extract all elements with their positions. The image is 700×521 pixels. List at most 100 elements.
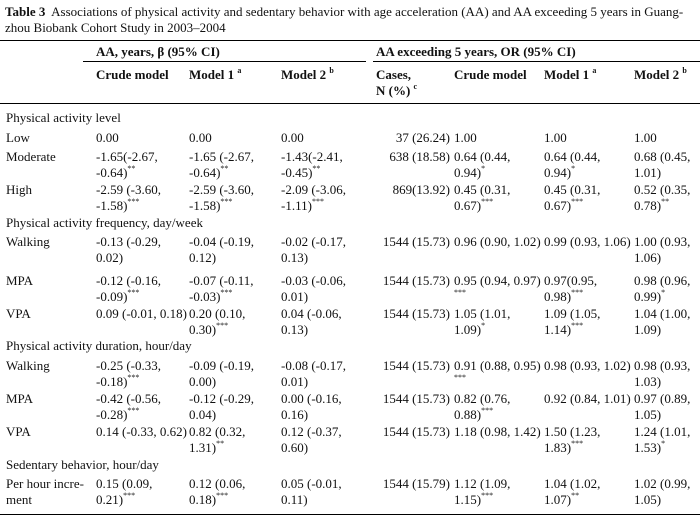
table-cell: 1.18 (0.98, 1.42)	[454, 424, 541, 439]
table-cell: 0.91 (0.88, 0.95) ***	[454, 358, 541, 382]
table-cell: -0.12 (-0.16, -0.09)***	[96, 273, 161, 304]
section-heading: Physical activity frequency, day/week	[6, 215, 203, 230]
table-cell: 0.92 (0.84, 1.01)	[544, 391, 631, 406]
table-cell: -0.07 (-0.11, -0.03)***	[189, 273, 254, 304]
table-cell: -0.08 (-0.17, 0.01)	[281, 358, 346, 389]
header-model1-or: Model 1 a	[544, 65, 597, 82]
table-cell: -0.25 (-0.33, -0.18)***	[96, 358, 161, 389]
section-heading: Physical activity duration, hour/day	[6, 338, 192, 353]
table-label: Table 3	[5, 4, 46, 19]
table-cell: 0.68 (0.45, 1.01)	[634, 149, 691, 180]
cases-cell: 1544 (15.79)	[382, 476, 450, 491]
table-cell: 0.64 (0.44, 0.94)*	[544, 149, 601, 180]
table-caption: Table 3 Associations of physical activit…	[5, 4, 695, 36]
table-cell: 1.24 (1.01, 1.53)*	[634, 424, 691, 455]
table-cell: -0.42 (-0.56, -0.28)***	[96, 391, 161, 422]
table-cell: -0.04 (-0.19, 0.12)	[189, 234, 254, 265]
table-cell: 0.99 (0.93, 1.06)	[544, 234, 631, 249]
cases-cell: 1544 (15.73)	[382, 391, 450, 406]
cases-cell: 1544 (15.73)	[382, 424, 450, 439]
table-cell: 1.04 (1.00, 1.09)	[634, 306, 691, 337]
table-cell: 0.15 (0.09, 0.21)***	[96, 476, 153, 507]
table-cell: 0.00 (-0.16, 0.16)	[281, 391, 342, 422]
table-cell: 0.05 (-0.01, 0.11)	[281, 476, 342, 507]
caption-text-line2: zhou Biobank Cohort Study in 2003–2004	[5, 20, 226, 35]
table-cell: 1.50 (1.23, 1.83)***	[544, 424, 601, 455]
table-cell: -2.59 (-3.60, -1.58)***	[96, 182, 161, 213]
table-cell: 0.96 (0.90, 1.02)	[454, 234, 541, 249]
table-cell: -2.09 (-3.06, -1.11)***	[281, 182, 346, 213]
table-cell: 0.12 (-0.37, 0.60)	[281, 424, 342, 455]
cases-cell: 1544 (15.73)	[382, 234, 450, 249]
table-cell: 0.12 (0.06, 0.18)***	[189, 476, 246, 507]
table-cell: -0.09 (-0.19, 0.00)	[189, 358, 254, 389]
top-rule	[0, 40, 700, 41]
cases-cell: 869(13.92)	[392, 182, 450, 197]
table-cell: -2.59 (-3.60, -1.58)***	[189, 182, 254, 213]
row-label: MPA	[6, 273, 33, 288]
table-cell: 0.00	[189, 130, 212, 145]
row-label: Per hour incre-ment	[6, 476, 84, 507]
cases-cell: 638 (18.58)	[389, 149, 450, 164]
table-cell: 1.00	[544, 130, 567, 145]
row-label: VPA	[6, 424, 31, 439]
bottom-rule	[0, 514, 700, 515]
table-cell: 0.04 (-0.06, 0.13)	[281, 306, 342, 337]
header-model2: Model 2 b	[281, 65, 334, 82]
table-cell: 1.00 (0.93, 1.06)	[634, 234, 691, 265]
row-label: MPA	[6, 391, 33, 406]
table-cell: 0.45 (0.31, 0.67)***	[454, 182, 511, 213]
row-label: Moderate	[6, 149, 56, 164]
table-cell: -0.12 (-0.29, 0.04)	[189, 391, 254, 422]
table-cell: 0.14 (-0.33, 0.62)	[96, 424, 187, 439]
table-cell: -1.43(-2.41, -0.45)**	[281, 149, 343, 180]
row-label: VPA	[6, 306, 31, 321]
table-cell: 0.98 (0.96, 0.99)*	[634, 273, 691, 304]
header-rule	[0, 103, 700, 104]
caption-text-line1: Associations of physical activity and se…	[51, 4, 684, 19]
table-cell: 0.82 (0.32, 1.31)**	[189, 424, 246, 455]
header-crude-model-or: Crude model	[454, 67, 527, 82]
cases-cell: 1544 (15.73)	[382, 358, 450, 373]
table-cell: -0.02 (-0.17, 0.13)	[281, 234, 346, 265]
table-cell: 1.00	[634, 130, 657, 145]
row-label: High	[6, 182, 32, 197]
header-cases: Cases, N (%) c	[376, 67, 418, 98]
table-cell: -0.03 (-0.06, 0.01)	[281, 273, 346, 304]
cases-cell: 1544 (15.73)	[382, 273, 450, 288]
table-cell: -1.65 (-2.67, -0.64)**	[189, 149, 254, 180]
cases-cell: 1544 (15.73)	[382, 306, 450, 321]
group1-rule	[83, 61, 366, 62]
cases-cell: 37 (26.24)	[395, 130, 450, 145]
table-cell: 0.00	[281, 130, 304, 145]
header-group-aa: AA, years, β (95% CI)	[96, 44, 220, 59]
table-cell: 0.64 (0.44, 0.94)*	[454, 149, 511, 180]
table-cell: 0.00	[96, 130, 119, 145]
row-label: Walking	[6, 234, 50, 249]
table-cell: -0.13 (-0.29, 0.02)	[96, 234, 161, 265]
header-crude-model: Crude model	[96, 67, 169, 82]
table-cell: 0.98 (0.93, 1.02)	[544, 358, 631, 373]
header-group-aa-exceeding: AA exceeding 5 years, OR (95% CI)	[376, 44, 576, 59]
header-model1: Model 1 a	[189, 65, 242, 82]
table-cell: 0.97(0.95, 0.98)***	[544, 273, 598, 304]
table-cell: 1.05 (1.01, 1.09)*	[454, 306, 511, 337]
table-cell: 1.12 (1.09, 1.15)***	[454, 476, 511, 507]
table-cell: 0.20 (0.10, 0.30)***	[189, 306, 246, 337]
row-label: Low	[6, 130, 30, 145]
header-model2-or: Model 2 b	[634, 65, 687, 82]
group2-rule	[373, 61, 700, 62]
table-cell: 0.52 (0.35, 0.78)**	[634, 182, 691, 213]
table-cell: 1.02 (0.99, 1.05)	[634, 476, 691, 507]
table-cell: 0.98 (0.93, 1.03)	[634, 358, 691, 389]
table-cell: 0.45 (0.31, 0.67)***	[544, 182, 601, 213]
section-heading: Sedentary behavior, hour/day	[6, 457, 159, 472]
table-cell: 0.09 (-0.01, 0.18)	[96, 306, 187, 321]
table-cell: 0.97 (0.89, 1.05)	[634, 391, 691, 422]
table-cell: 1.00	[454, 130, 477, 145]
table-cell: 0.95 (0.94, 0.97) ***	[454, 273, 541, 297]
section-heading: Physical activity level	[6, 110, 121, 125]
table-cell: -1.65(-2.67, -0.64)**	[96, 149, 158, 180]
table-cell: 1.04 (1.02, 1.07)**	[544, 476, 601, 507]
